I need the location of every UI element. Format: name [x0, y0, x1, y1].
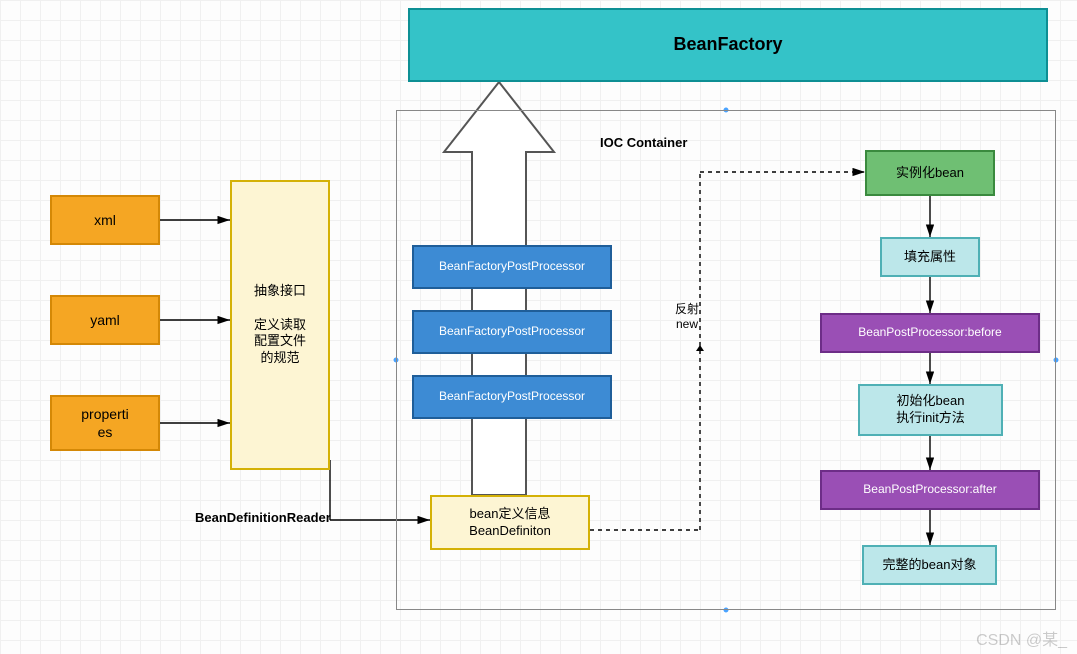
yaml-source-box: yaml [50, 295, 160, 345]
bean-definition-box: bean定义信息 BeanDefiniton [430, 495, 590, 550]
bfpp-box-2: BeanFactoryPostProcessor [412, 310, 612, 354]
bpp-before-box: BeanPostProcessor:before [820, 313, 1040, 353]
bfpp-box-1: BeanFactoryPostProcessor [412, 245, 612, 289]
diagram-canvas: IOC Container BeanDefinitionReader 反射 ne… [0, 0, 1077, 654]
bfpp-box-3: BeanFactoryPostProcessor [412, 375, 612, 419]
watermark: CSDN @某_ [976, 626, 1067, 650]
bean-definition-reader-label: BeanDefinitionReader [195, 510, 331, 525]
abstract-reader-box: 抽象接口 定义读取 配置文件 的规范 [230, 180, 330, 470]
bpp-after-box: BeanPostProcessor:after [820, 470, 1040, 510]
instantiate-bean-box: 实例化bean [865, 150, 995, 196]
complete-bean-box: 完整的bean对象 [862, 545, 997, 585]
ioc-container-label: IOC Container [600, 135, 687, 150]
properties-source-box: properti es [50, 395, 160, 451]
init-bean-box: 初始化bean 执行init方法 [858, 384, 1003, 436]
reflect-new-label: 反射 new [675, 300, 699, 331]
xml-source-box: xml [50, 195, 160, 245]
bean-factory-box: BeanFactory [408, 8, 1048, 82]
populate-props-box: 填充属性 [880, 237, 980, 277]
